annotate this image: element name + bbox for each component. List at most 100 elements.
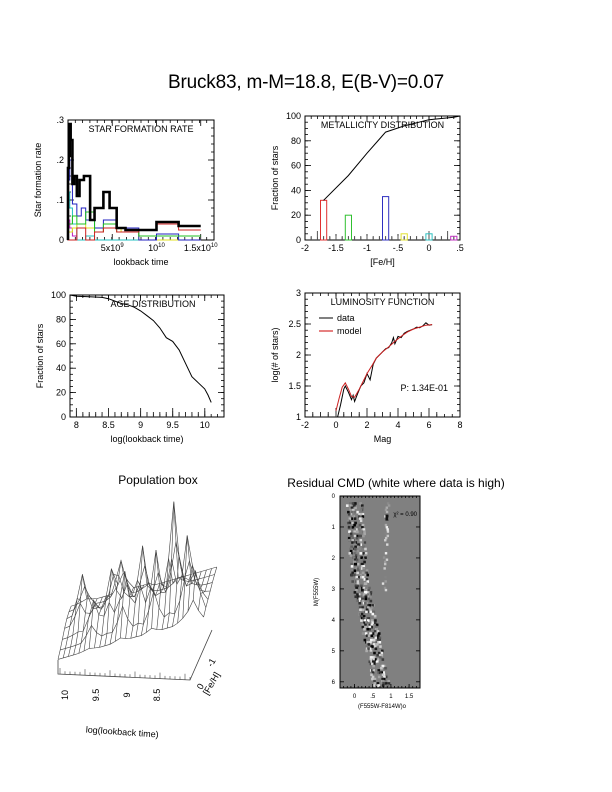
residual-pixel [362, 567, 366, 570]
residual-pixel [374, 647, 378, 651]
residual-pixel [377, 636, 380, 640]
residual-pixel [352, 508, 355, 512]
metallicity-ytick-label: 0 [296, 235, 301, 245]
residual-pixel [384, 536, 388, 540]
surface-col-line [130, 579, 145, 639]
residual-pixel [381, 582, 385, 585]
residual-pixel [349, 506, 352, 510]
residual-pixel [380, 682, 384, 685]
residual-pixel [361, 623, 365, 627]
residual-pixel [353, 502, 356, 505]
age-ytick-label: 80 [56, 314, 66, 324]
residual-pixel [350, 510, 354, 514]
residual-pixel [365, 571, 368, 575]
residual-pixel [380, 649, 384, 653]
residual-cmd-title: Residual CMD (white where data is high) [287, 476, 504, 490]
residual-pixel [385, 514, 389, 521]
residual-pixel [359, 508, 363, 512]
age-xtick-label: 10 [200, 420, 210, 430]
residual-pixel [360, 619, 363, 622]
residual-pixel [377, 671, 380, 674]
residual-pixel [381, 684, 385, 687]
residual-pixel [363, 627, 366, 631]
residual-pixel [357, 528, 361, 531]
residual-pixel [374, 619, 377, 622]
residual-cmd-ytick-label: 1 [332, 525, 336, 531]
surface-col-line [109, 560, 124, 645]
residual-pixel [361, 608, 365, 612]
residual-cmd-xtick-label: .5 [370, 694, 376, 700]
sfr-ytick-label: 0 [59, 235, 64, 245]
residual-pixel [354, 558, 357, 562]
surface-col-line [78, 594, 93, 654]
residual-pixel [366, 573, 370, 577]
legend-label-data: data [337, 313, 355, 323]
residual-pixel [355, 536, 359, 540]
residual-pixel [363, 532, 366, 536]
residual-pixel [384, 666, 387, 670]
residual-pixel [356, 580, 360, 583]
residual-pixel [356, 582, 360, 585]
residual-pixel [374, 658, 378, 661]
residual-pixel [375, 627, 378, 631]
metallicity-xlabel: [Fe/H] [370, 257, 395, 267]
residual-pixel [368, 627, 371, 631]
surface-col-line [198, 568, 212, 611]
residual-pixel [369, 649, 373, 653]
residual-pixel [372, 610, 376, 614]
residual-pixel [350, 573, 354, 577]
residual-pixel [353, 532, 356, 536]
metallicity-ytick-label: 60 [291, 161, 301, 171]
residual-pixel [351, 502, 355, 505]
residual-pixel [361, 513, 365, 516]
surface-col-line [161, 558, 176, 630]
residual-pixel [370, 623, 374, 627]
residual-pixel [366, 640, 369, 644]
residual-pixel [369, 595, 372, 599]
residual-pixel [349, 547, 352, 551]
residual-pixel [362, 558, 365, 562]
population-box-xtick-label: 9 [122, 692, 132, 697]
residual-pixel [382, 677, 386, 681]
residual-pixel [367, 614, 370, 618]
residual-pixel [364, 582, 367, 585]
residual-pixel [382, 556, 386, 559]
residual-pixel [371, 621, 375, 625]
residual-pixel [353, 510, 357, 514]
residual-pixel [354, 521, 357, 525]
metallicity-xtick-label: 0 [426, 243, 431, 253]
residual-pixel [358, 601, 362, 605]
metallicity-bar [344, 214, 352, 241]
surface-col-line [73, 574, 88, 655]
residual-pixel [361, 597, 364, 601]
residual-pixel [362, 552, 366, 555]
residual-pixel [347, 526, 351, 529]
residual-pixel [381, 679, 385, 683]
residual-pixel [348, 521, 352, 525]
residual-pixel [370, 625, 374, 629]
surface-col-line [68, 597, 82, 657]
sfr-xlabel: lookback time [113, 257, 168, 267]
residual-pixel [350, 565, 354, 568]
surface-col-line [83, 598, 98, 652]
residual-pixel [367, 617, 371, 620]
residual-pixel [356, 526, 360, 529]
residual-pixel [353, 552, 357, 555]
residual-pixel [354, 562, 358, 566]
residual-pixel [360, 584, 363, 588]
metallicity-xtick-label: -1.5 [328, 243, 344, 253]
residual-pixel [387, 679, 390, 683]
residual-pixel [383, 675, 386, 679]
population-box-xtick-label: 10 [60, 690, 70, 700]
residual-pixel [364, 556, 367, 559]
residual-pixel [356, 567, 359, 570]
residual-pixel [348, 552, 352, 555]
residual-pixel [358, 523, 362, 527]
residual-pixel [353, 556, 356, 559]
surface-col-line [172, 555, 186, 627]
residual-pixel [377, 651, 381, 655]
residual-pixel [359, 541, 363, 544]
residual-pixel [353, 504, 356, 507]
residual-pixel [353, 530, 356, 533]
